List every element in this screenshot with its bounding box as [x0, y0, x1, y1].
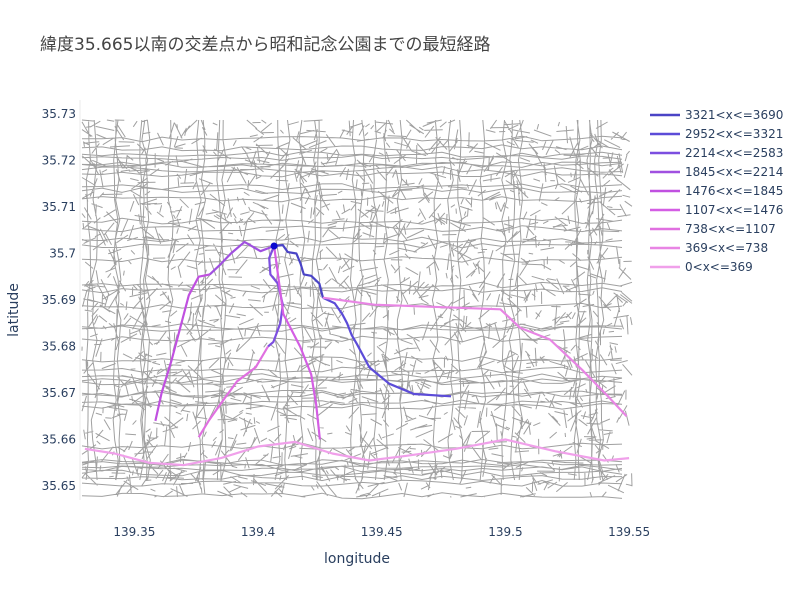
x-axis-title: longitude: [324, 551, 390, 567]
legend: 3321<x<=3690 2952<x<=3321 2214<x<=2583 1845…: [650, 108, 783, 274]
route-series-2: [322, 296, 452, 398]
x-tick-label: 139.55: [608, 525, 650, 539]
route-series-6: [273, 245, 321, 440]
route-series-9: [84, 438, 630, 467]
route-series-7: [197, 345, 269, 438]
legend-label: 3321<x<=3690: [685, 108, 783, 122]
y-tick-label: 35.73: [42, 107, 76, 121]
legend-label: 1476<x<=1845: [685, 184, 783, 198]
plot-area: [81, 119, 633, 500]
y-axis-ticks: 35.65 35.66 35.67 35.68 35.69 35.7 35.71 35.72 3…: [42, 107, 76, 493]
route-series-1: [273, 244, 324, 298]
destination-marker: [270, 242, 278, 250]
y-axis-title: latitude: [6, 283, 22, 337]
y-tick-label: 35.72: [42, 154, 76, 168]
x-tick-label: 139.45: [361, 525, 403, 539]
y-tick-label: 35.66: [42, 433, 76, 447]
y-tick-label: 35.67: [42, 386, 76, 400]
x-tick-label: 139.4: [241, 525, 275, 539]
route-series-5: [154, 273, 211, 422]
legend-label: 738<x<=1107: [685, 222, 776, 236]
route-series-8: [322, 296, 628, 418]
y-tick-label: 35.69: [42, 293, 76, 307]
y-tick-label: 35.68: [42, 340, 76, 354]
y-tick-label: 35.71: [42, 200, 76, 214]
y-tick-label: 35.7: [49, 247, 76, 261]
x-tick-label: 139.35: [113, 525, 155, 539]
legend-label: 369<x<=738: [685, 241, 768, 255]
legend-label: 1845<x<=2214: [685, 165, 783, 179]
legend-label: 1107<x<=1476: [685, 203, 783, 217]
legend-label: 2952<x<=3321: [685, 127, 783, 141]
x-axis-ticks: 139.35 139.4 139.45 139.5 139.55: [113, 525, 650, 539]
road-network: [81, 119, 633, 500]
y-tick-label: 35.65: [42, 479, 76, 493]
legend-label: 2214<x<=2583: [685, 146, 783, 160]
legend-label: 0<x<=369: [685, 260, 753, 274]
chart-title: 緯度35.665以南の交差点から昭和記念公園までの最短経路: [40, 34, 490, 55]
x-tick-label: 139.5: [488, 525, 522, 539]
route-series-4: [209, 240, 275, 276]
